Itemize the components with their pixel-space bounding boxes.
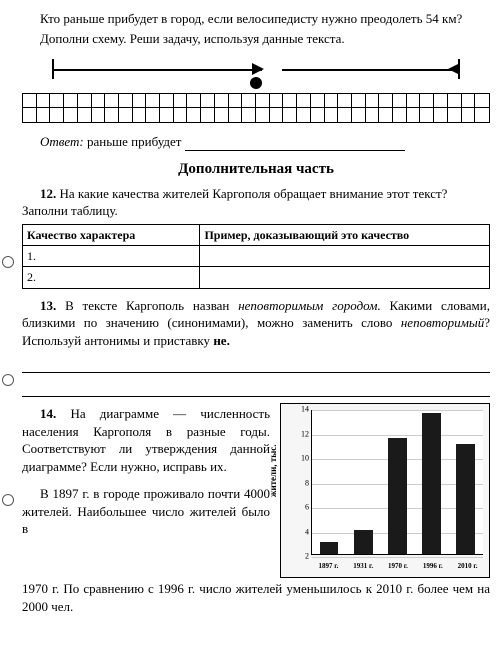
task14-p3: 1970 г. По сравнению с 1996 г. число жит…: [22, 580, 490, 615]
chart-xtick: 1996 г.: [418, 562, 448, 571]
intro-question: Кто раньше прибудет в город, если велоси…: [22, 10, 490, 28]
chart-xtick: 1970 г.: [383, 562, 413, 571]
task13-num: 13.: [40, 298, 56, 313]
task-marker-12: [2, 256, 14, 268]
table-row: 1.: [23, 246, 490, 267]
chart-ytick: 8: [293, 478, 309, 489]
chart-ylabel: жители, тыс.: [267, 444, 279, 497]
section-title: Дополнительная часть: [22, 159, 490, 179]
chart-ytick: 6: [293, 503, 309, 514]
answer-blank-line[interactable]: [22, 355, 490, 373]
task14-num: 14.: [40, 406, 56, 421]
table12-r1c2[interactable]: [200, 246, 490, 267]
table-12: Качество характера Пример, доказывающий …: [22, 224, 490, 289]
answer-line: Ответ: раньше прибудет: [22, 133, 490, 151]
answer-grid: [22, 93, 490, 123]
chart-ytick: 10: [293, 454, 309, 465]
table12-r2c1: 2.: [23, 267, 200, 288]
table12-r2c2[interactable]: [200, 267, 490, 288]
intro-instruction: Дополни схему. Реши задачу, используя да…: [22, 30, 490, 48]
task13-text: 13. В тексте Каргополь назван неповторим…: [22, 297, 490, 350]
table12-r1c1: 1.: [23, 246, 200, 267]
chart-xtick: 1897 г.: [313, 562, 343, 571]
chart-xtick: 1931 г.: [348, 562, 378, 571]
arrow-diagram: [22, 55, 490, 87]
table12-header-2: Пример, доказывающий это качество: [200, 224, 490, 245]
chart-ytick: 4: [293, 527, 309, 538]
table12-header-1: Качество характера: [23, 224, 200, 245]
task-marker-13: [2, 374, 14, 386]
answer-blank[interactable]: [185, 137, 405, 151]
chart-ytick: 12: [293, 429, 309, 440]
chart-plot-area: [311, 410, 483, 555]
answer-label: Ответ:: [40, 134, 84, 149]
chart-bar: [456, 444, 475, 554]
chart-bar: [388, 438, 407, 554]
answer-text: раньше прибудет: [84, 134, 185, 149]
task14-p2: В 1897 г. в городе проживало почти 4000 …: [22, 485, 270, 538]
chart-bar: [320, 542, 339, 554]
task14-text-col: 14. На диаграмме — численность населения…: [22, 403, 270, 578]
chart-bar: [354, 530, 373, 555]
task14-p1: 14. На диаграмме — численность населения…: [22, 405, 270, 475]
table-row: 2.: [23, 267, 490, 288]
answer-blank-line[interactable]: [22, 379, 490, 397]
task12-num: 12.: [40, 186, 56, 201]
task-marker-14: [2, 494, 14, 506]
population-chart: жители, тыс. 24681012141897 г.1931 г.197…: [280, 403, 490, 578]
chart-xtick: 2010 г.: [453, 562, 483, 571]
task12-text: 12. На какие качества жителей Каргополя …: [22, 185, 490, 220]
chart-ytick: 14: [293, 405, 309, 416]
chart-bar: [422, 413, 441, 554]
chart-ytick: 2: [293, 552, 309, 563]
